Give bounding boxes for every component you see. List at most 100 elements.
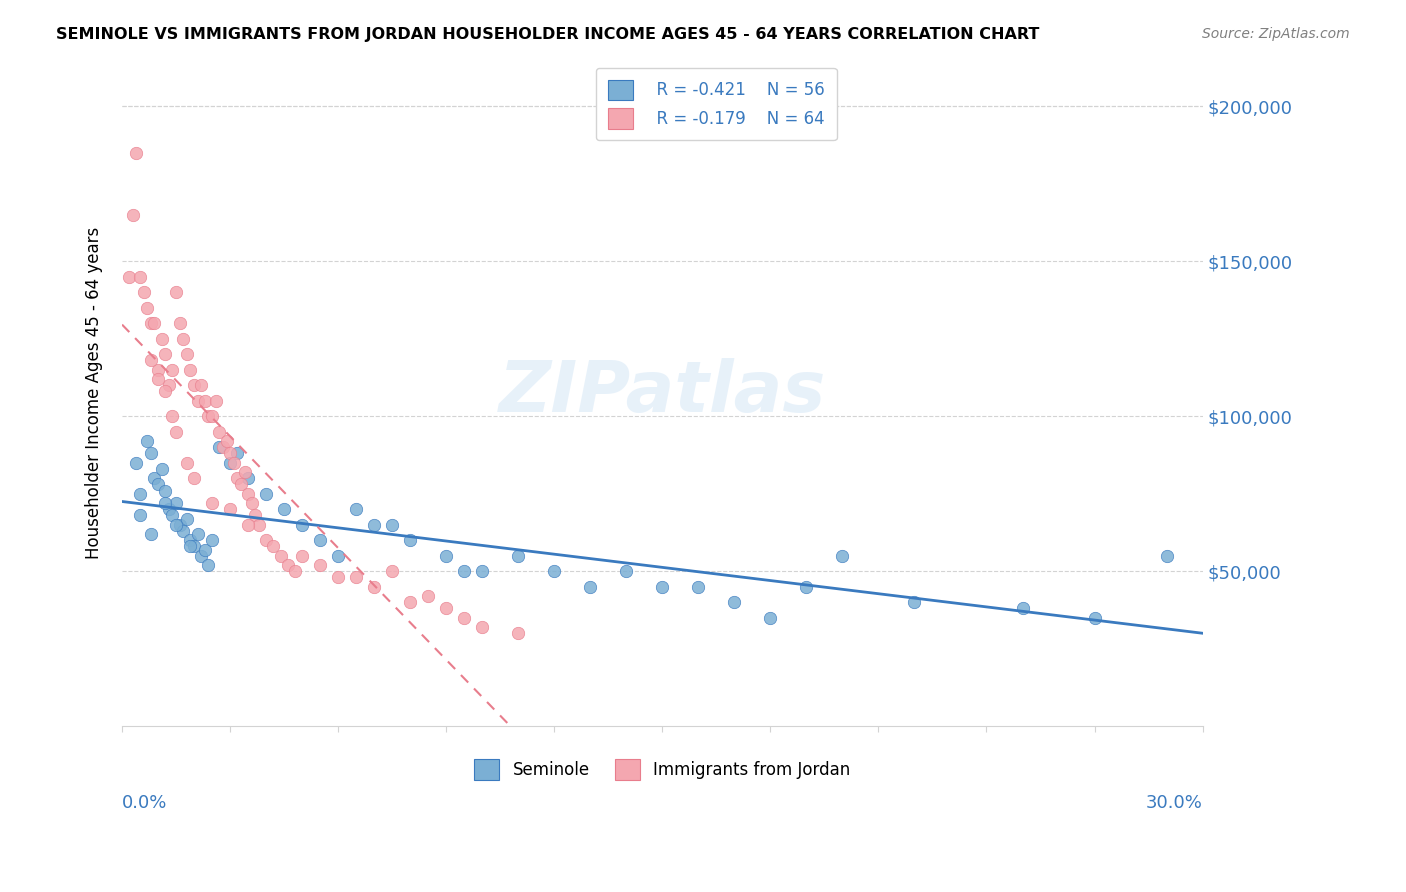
Text: SEMINOLE VS IMMIGRANTS FROM JORDAN HOUSEHOLDER INCOME AGES 45 - 64 YEARS CORRELA: SEMINOLE VS IMMIGRANTS FROM JORDAN HOUSE… <box>56 27 1039 42</box>
Point <box>219 502 242 516</box>
Point <box>129 269 152 284</box>
Point <box>328 570 350 584</box>
Point <box>155 483 177 498</box>
Point <box>172 332 194 346</box>
Point <box>543 564 565 578</box>
Point <box>236 471 259 485</box>
Point <box>176 511 198 525</box>
Point <box>165 425 187 439</box>
Point <box>236 517 259 532</box>
Point <box>344 570 367 584</box>
Point <box>121 208 143 222</box>
Point <box>328 549 350 563</box>
Point <box>471 564 494 578</box>
Point <box>179 533 201 548</box>
Point <box>208 425 231 439</box>
Point <box>363 580 385 594</box>
Y-axis label: Householder Income Ages 45 - 64 years: Householder Income Ages 45 - 64 years <box>86 227 103 559</box>
Point <box>204 393 226 408</box>
Point <box>309 533 332 548</box>
Point <box>139 527 162 541</box>
Point <box>201 409 224 424</box>
Point <box>150 332 173 346</box>
Point <box>183 378 205 392</box>
Point <box>118 269 141 284</box>
Point <box>143 471 166 485</box>
Point <box>291 549 314 563</box>
Point <box>434 549 457 563</box>
Point <box>165 285 187 300</box>
Point <box>143 316 166 330</box>
Point <box>157 502 180 516</box>
Point <box>651 580 673 594</box>
Point <box>129 486 152 500</box>
Point <box>165 496 187 510</box>
Point <box>381 517 404 532</box>
Point <box>688 580 710 594</box>
Point <box>245 508 267 523</box>
Point <box>139 316 162 330</box>
Point <box>176 347 198 361</box>
Point <box>194 542 217 557</box>
Point <box>399 595 422 609</box>
Point <box>212 440 235 454</box>
Point <box>150 462 173 476</box>
Point <box>139 353 162 368</box>
Point <box>187 393 209 408</box>
Point <box>179 362 201 376</box>
Point <box>270 549 292 563</box>
Point <box>1083 611 1105 625</box>
Point <box>759 611 782 625</box>
Point <box>219 456 242 470</box>
Point <box>176 456 198 470</box>
Point <box>179 540 201 554</box>
Point <box>172 524 194 538</box>
Point <box>219 446 242 460</box>
Point <box>508 626 530 640</box>
Point <box>277 558 299 572</box>
Point <box>1011 601 1033 615</box>
Point <box>208 440 231 454</box>
Point <box>831 549 853 563</box>
Point <box>240 496 263 510</box>
Point <box>284 564 307 578</box>
Point <box>125 456 148 470</box>
Point <box>254 486 277 500</box>
Point <box>157 378 180 392</box>
Point <box>262 540 284 554</box>
Point <box>201 496 224 510</box>
Point <box>165 517 187 532</box>
Point <box>125 145 148 160</box>
Point <box>309 558 332 572</box>
Legend: Seminole, Immigrants from Jordan: Seminole, Immigrants from Jordan <box>463 747 862 791</box>
Point <box>162 508 184 523</box>
Point <box>162 409 184 424</box>
Point <box>129 508 152 523</box>
Point <box>132 285 155 300</box>
Point <box>399 533 422 548</box>
Text: ZIPatlas: ZIPatlas <box>499 359 825 427</box>
Point <box>136 434 159 448</box>
Point <box>146 362 169 376</box>
Point <box>226 446 249 460</box>
Point <box>183 540 205 554</box>
Point <box>1156 549 1178 563</box>
Point <box>453 611 475 625</box>
Point <box>162 362 184 376</box>
Point <box>197 409 219 424</box>
Point <box>194 393 217 408</box>
Point <box>183 471 205 485</box>
Point <box>508 549 530 563</box>
Point <box>226 471 249 485</box>
Point <box>233 465 256 479</box>
Point <box>418 589 440 603</box>
Point <box>579 580 602 594</box>
Point <box>146 477 169 491</box>
Point <box>453 564 475 578</box>
Point <box>723 595 745 609</box>
Point <box>903 595 925 609</box>
Point <box>146 372 169 386</box>
Text: 0.0%: 0.0% <box>122 795 167 813</box>
Point <box>201 533 224 548</box>
Point <box>434 601 457 615</box>
